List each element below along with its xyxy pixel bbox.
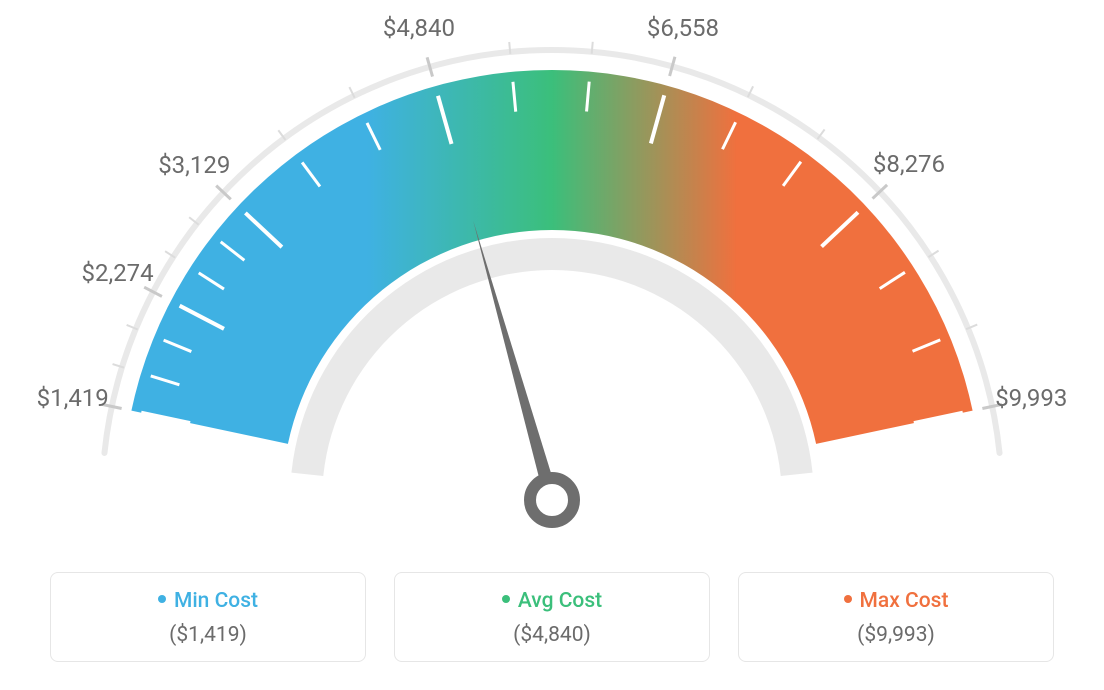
gauge-tick-label: $3,129: [158, 151, 230, 179]
gauge-tick-label: $4,840: [383, 14, 455, 42]
gauge-svg: [0, 0, 1104, 560]
legend-dot-min: [158, 595, 166, 603]
legend-value-max: ($9,993): [749, 623, 1043, 647]
legend-card-avg: Avg Cost ($4,840): [394, 572, 710, 662]
legend-value-min: ($1,419): [61, 623, 355, 647]
gauge-tick-label: $2,274: [81, 259, 153, 287]
gauge-tick-label: $1,419: [37, 384, 109, 412]
legend-card-max: Max Cost ($9,993): [738, 572, 1054, 662]
gauge: $1,419 $2,274 $3,129 $4,840 $6,558 $8,276 $9,9…: [0, 0, 1104, 550]
legend-title-avg: Avg Cost: [405, 589, 699, 613]
legend-title-min: Min Cost: [61, 589, 355, 613]
legend-title-min-text: Min Cost: [174, 589, 258, 613]
legend-title-max: Max Cost: [749, 589, 1043, 613]
legend-title-avg-text: Avg Cost: [518, 589, 602, 613]
legend-title-max-text: Max Cost: [860, 589, 949, 613]
legend-card-min: Min Cost ($1,419): [50, 572, 366, 662]
legend: Min Cost ($1,419) Avg Cost ($4,840) Max …: [50, 572, 1054, 662]
legend-dot-max: [844, 595, 852, 603]
legend-value-avg: ($4,840): [405, 623, 699, 647]
gauge-tick-label: $8,276: [873, 150, 945, 178]
legend-dot-avg: [502, 595, 510, 603]
gauge-tick-label: $6,558: [647, 14, 719, 42]
gauge-tick-label: $9,993: [995, 384, 1067, 412]
gauge-chart-container: $1,419 $2,274 $3,129 $4,840 $6,558 $8,276 $9,9…: [0, 0, 1104, 690]
